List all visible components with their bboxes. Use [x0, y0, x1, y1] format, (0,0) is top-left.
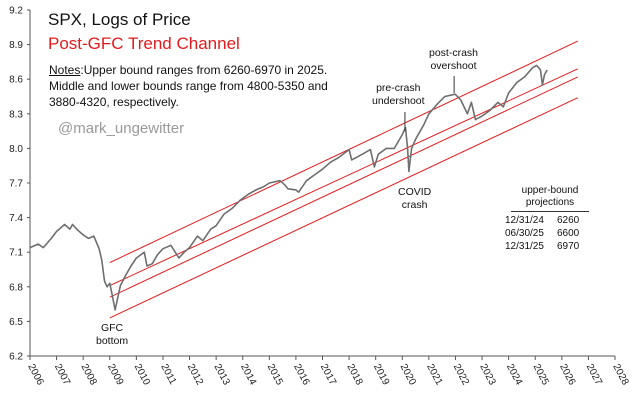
- annotation-gfc-bottom: GFC bottom: [96, 322, 128, 348]
- callout-lines: [404, 76, 455, 132]
- notes: Notes:Upper bound ranges from 6260-6970 …: [49, 62, 349, 110]
- annotation-line: post-crash: [429, 47, 479, 59]
- x-tick-label: 2014: [238, 362, 258, 387]
- projections-header: upper-bound projections: [511, 185, 589, 212]
- x-tick-label: 2011: [158, 362, 178, 387]
- annotation-line: COVID: [398, 186, 432, 198]
- projections-table: upper-bound projections 12/31/24 6260 06/…: [505, 185, 589, 253]
- x-tick-label: 2023: [477, 362, 497, 387]
- annotation-postcrash-overshoot: post-crash overshoot: [429, 47, 478, 73]
- x-tick-label: 2028: [610, 362, 630, 387]
- notes-label: Notes: [49, 63, 81, 77]
- annotation-covid-crash: COVID crash: [398, 186, 431, 212]
- x-tick-label: 2010: [132, 362, 152, 387]
- x-tick-label: 2019: [371, 362, 391, 387]
- projection-value: 6970: [557, 241, 580, 252]
- chart-subtitle: Post-GFC Trend Channel: [48, 34, 240, 53]
- y-tick-label: 6.8: [9, 282, 23, 293]
- notes-text: :Upper bound ranges from 6260-6970 in 20…: [49, 63, 328, 109]
- x-tick-label: 2008: [79, 362, 99, 387]
- x-tick-label: 2006: [25, 362, 45, 387]
- annotation-line: overshoot: [430, 60, 477, 72]
- projection-row: 12/31/25 6970: [505, 240, 589, 253]
- x-tick-label: 2024: [504, 362, 524, 387]
- price-series: [29, 64, 548, 311]
- y-tick-label: 8.0: [9, 144, 23, 155]
- y-tick-label: 7.1: [9, 248, 23, 259]
- y-tick-label: 9.2: [9, 6, 23, 17]
- x-tick-label: 2017: [318, 362, 338, 387]
- annotation-line: bottom: [96, 335, 129, 347]
- projections-header-line: upper-bound: [521, 185, 579, 196]
- annotation-line: crash: [401, 199, 428, 211]
- x-tick-label: 2015: [265, 362, 285, 387]
- x-tick-label: 2016: [291, 362, 311, 387]
- annotation-line: pre-crash: [376, 82, 421, 94]
- author-handle: @mark_ungewitter: [58, 120, 185, 137]
- projections-header-line: projections: [525, 197, 575, 208]
- x-tick-label: 2020: [398, 362, 418, 387]
- x-tick-label: 2007: [52, 362, 72, 387]
- projection-value: 6260: [557, 215, 580, 226]
- projection-value: 6600: [557, 228, 580, 239]
- x-tick-label: 2013: [211, 362, 231, 387]
- x-tick-label: 2012: [185, 362, 205, 387]
- y-tick-label: 7.4: [9, 213, 23, 224]
- x-tick-label: 2009: [105, 362, 125, 387]
- y-tick-label: 6.2: [9, 352, 23, 363]
- y-tick-label: 8.9: [9, 40, 23, 51]
- annotation-line: undershoot: [372, 95, 425, 107]
- projection-date: 12/31/25: [505, 241, 544, 252]
- y-tick-label: 8.6: [9, 75, 23, 86]
- projection-date: 06/30/25: [505, 228, 544, 239]
- projection-row: 12/31/24 6260: [505, 214, 589, 227]
- x-tick-label: 2025: [531, 362, 551, 387]
- channel-line-1: [109, 40, 579, 264]
- x-tick-label: 2021: [424, 362, 444, 387]
- channel-line-3: [109, 76, 579, 298]
- y-tick-label: 6.5: [9, 317, 23, 328]
- chart-title: SPX, Logs of Price: [48, 10, 191, 29]
- projection-date: 12/31/24: [505, 215, 544, 226]
- x-tick-label: 2022: [451, 362, 471, 387]
- projection-row: 06/30/25 6600: [505, 227, 589, 240]
- channel-line-4: [109, 97, 579, 319]
- x-tick-label: 2018: [344, 362, 364, 387]
- x-tick-label: 2027: [584, 362, 604, 387]
- price-line: [29, 64, 548, 311]
- x-tick-label: 2026: [557, 362, 577, 387]
- y-tick-label: 8.3: [9, 109, 23, 120]
- y-tick-label: 7.7: [9, 179, 23, 190]
- annotation-precrash-undershoot: pre-crash undershoot: [372, 82, 425, 108]
- annotation-line: GFC: [100, 322, 124, 334]
